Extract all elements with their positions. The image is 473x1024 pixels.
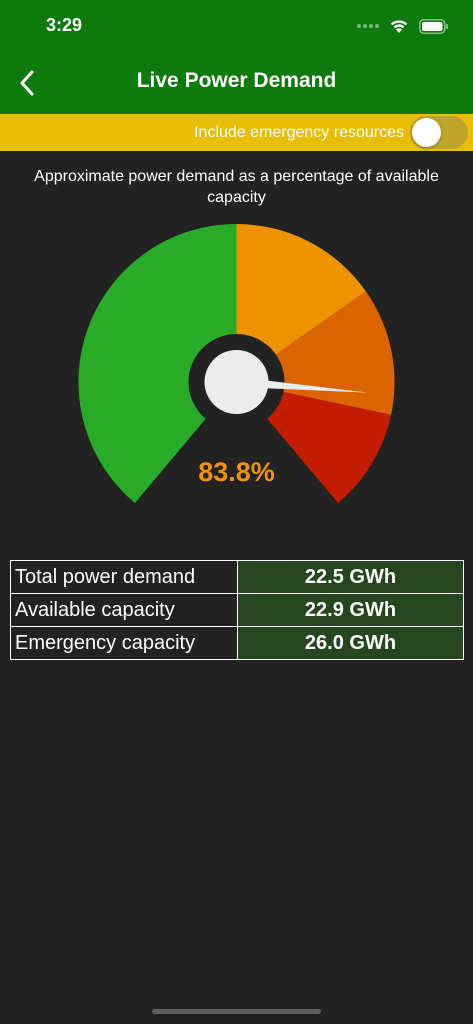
- wifi-icon: [390, 20, 408, 33]
- nav-bar: Live Power Demand: [0, 52, 473, 114]
- app-header: 3:29 Live Power Demand: [0, 0, 473, 114]
- emergency-toggle-label: Include emergency resources: [194, 124, 404, 141]
- signal-icon: [357, 24, 379, 28]
- stats-table: Total power demand 22.5 GWh Available ca…: [10, 560, 464, 660]
- gauge-zone-red: [236, 382, 392, 504]
- row-value: 26.0 GWh: [237, 626, 464, 660]
- table-row: Available capacity 22.9 GWh: [10, 593, 464, 627]
- row-value: 22.5 GWh: [237, 560, 464, 594]
- row-label: Available capacity: [10, 593, 238, 627]
- demand-gauge: [0, 215, 473, 525]
- toggle-knob: [412, 118, 441, 147]
- gauge-description: Approximate power demand as a percentage…: [34, 168, 439, 206]
- status-bar: 3:29: [0, 0, 473, 52]
- status-icons: [357, 14, 449, 38]
- gauge-zone-orange: [236, 224, 366, 382]
- back-button[interactable]: [12, 66, 42, 100]
- battery-icon: [419, 18, 448, 34]
- emergency-toggle-bar: Include emergency resources: [0, 114, 473, 151]
- row-label: Emergency capacity: [10, 626, 238, 660]
- chevron-left-icon: [20, 70, 34, 96]
- page-title: Live Power Demand: [136, 69, 337, 92]
- table-row: Emergency capacity 26.0 GWh: [10, 626, 464, 660]
- gauge-needle: [236, 377, 369, 393]
- row-label: Total power demand: [10, 560, 238, 594]
- gauge-value: 83.8%: [198, 457, 275, 487]
- home-indicator[interactable]: [152, 1009, 321, 1014]
- row-value: 22.9 GWh: [237, 593, 464, 627]
- gauge-hub: [204, 350, 269, 414]
- emergency-resources-toggle[interactable]: [410, 116, 468, 149]
- status-time: 3:29: [46, 15, 83, 35]
- table-row: Total power demand 22.5 GWh: [10, 560, 464, 594]
- gauge-zone-green: [78, 224, 237, 504]
